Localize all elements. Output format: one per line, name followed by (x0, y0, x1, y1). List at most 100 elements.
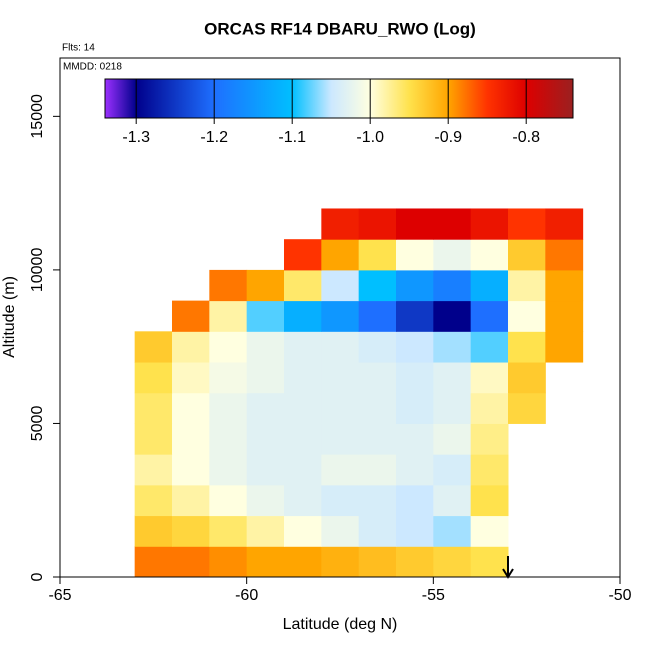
heat-cell (470, 454, 509, 486)
heat-cell (433, 331, 472, 363)
y-tick-label: 0 (29, 572, 46, 581)
heat-cell (396, 515, 434, 547)
heat-cell (396, 392, 434, 424)
heat-cell (508, 269, 546, 302)
annotation: MMDD: 0218 (63, 62, 122, 73)
heat-cell (396, 484, 434, 517)
heat-cell (134, 546, 173, 578)
heat-cell (172, 362, 210, 394)
heat-cell (433, 239, 472, 271)
x-tick-label: -60 (235, 587, 258, 604)
heat-cell (172, 331, 210, 363)
colorbar-tick-label: -0.9 (434, 129, 462, 146)
heat-cell (396, 546, 434, 578)
heat-cell (209, 392, 248, 424)
heat-cell (284, 454, 322, 486)
heat-cell (284, 515, 322, 547)
heat-cell (545, 208, 584, 240)
heat-cell (246, 454, 285, 486)
plot-frame (59, 57, 621, 578)
heat-cell (396, 331, 434, 363)
heat-cell (433, 362, 472, 394)
heat-cell (209, 454, 248, 486)
heat-cell (172, 484, 210, 517)
heat-cell (470, 484, 509, 517)
heat-cell (321, 392, 360, 424)
colorbar-tick-label: -1.1 (278, 129, 306, 146)
heat-cell (172, 546, 210, 578)
heat-cell (172, 454, 210, 486)
heat-cell (321, 239, 360, 271)
heat-cell (470, 269, 509, 302)
heat-cell (134, 454, 173, 486)
heat-cell (284, 331, 322, 363)
heat-cell (358, 362, 397, 394)
heat-cell (545, 269, 584, 302)
heat-cell (508, 239, 546, 271)
heat-cell (246, 331, 285, 363)
heat-cell (358, 546, 397, 578)
heat-cell (246, 300, 285, 332)
heat-cell (209, 484, 248, 517)
heat-cell (284, 484, 322, 517)
heat-cell (321, 454, 360, 486)
heat-cell (433, 423, 472, 455)
heat-cell (209, 546, 248, 578)
subtitle: Flts: 14 (62, 43, 95, 54)
heat-cell (470, 392, 509, 424)
heat-cell (545, 239, 584, 271)
heat-cell (172, 515, 210, 547)
heat-cell (470, 546, 509, 578)
heat-cell (545, 300, 584, 332)
heat-cell (321, 269, 360, 302)
heat-cell (209, 515, 248, 547)
heat-cell (358, 392, 397, 424)
heat-cell (396, 454, 434, 486)
heat-cell (470, 239, 509, 271)
heat-cell (284, 300, 322, 332)
y-tick-label: 10000 (29, 248, 46, 293)
heat-cell (246, 423, 285, 455)
heat-cell (470, 331, 509, 363)
heat-cell (396, 269, 434, 302)
heat-cell (396, 208, 434, 240)
heat-cell (321, 331, 360, 363)
heat-cell (433, 454, 472, 486)
heat-cell (433, 546, 472, 578)
heat-cell (284, 239, 322, 271)
heat-cell (433, 269, 472, 302)
heat-cell (358, 454, 397, 486)
heat-cell (134, 484, 173, 517)
heat-cell (172, 300, 210, 332)
heat-cell (358, 331, 397, 363)
heat-cell (545, 331, 584, 363)
heat-cell (284, 392, 322, 424)
y-tick-label: 5000 (29, 406, 46, 442)
heat-cell (358, 423, 397, 455)
heat-cell (433, 484, 472, 517)
heat-cell (172, 392, 210, 424)
heat-cell (321, 484, 360, 517)
heat-cell (470, 362, 509, 394)
x-tick-label: -55 (422, 587, 445, 604)
heat-cell (134, 515, 173, 547)
heat-cell (246, 269, 285, 302)
heat-cell (433, 300, 472, 332)
heat-cell (246, 515, 285, 547)
heat-cell (508, 392, 546, 424)
heat-cell (284, 362, 322, 394)
heat-cell (284, 546, 322, 578)
heat-cell (134, 362, 173, 394)
y-tick-label: 15000 (29, 94, 46, 139)
heat-cell (284, 423, 322, 455)
heat-cell (470, 423, 509, 455)
colorbar-tick-label: -1.3 (122, 129, 150, 146)
heat-cell (396, 362, 434, 394)
heat-cell (396, 423, 434, 455)
heat-cell (284, 269, 322, 302)
heat-cell (321, 362, 360, 394)
heat-cell (433, 392, 472, 424)
heat-cell (321, 208, 360, 240)
heat-cell (172, 423, 210, 455)
